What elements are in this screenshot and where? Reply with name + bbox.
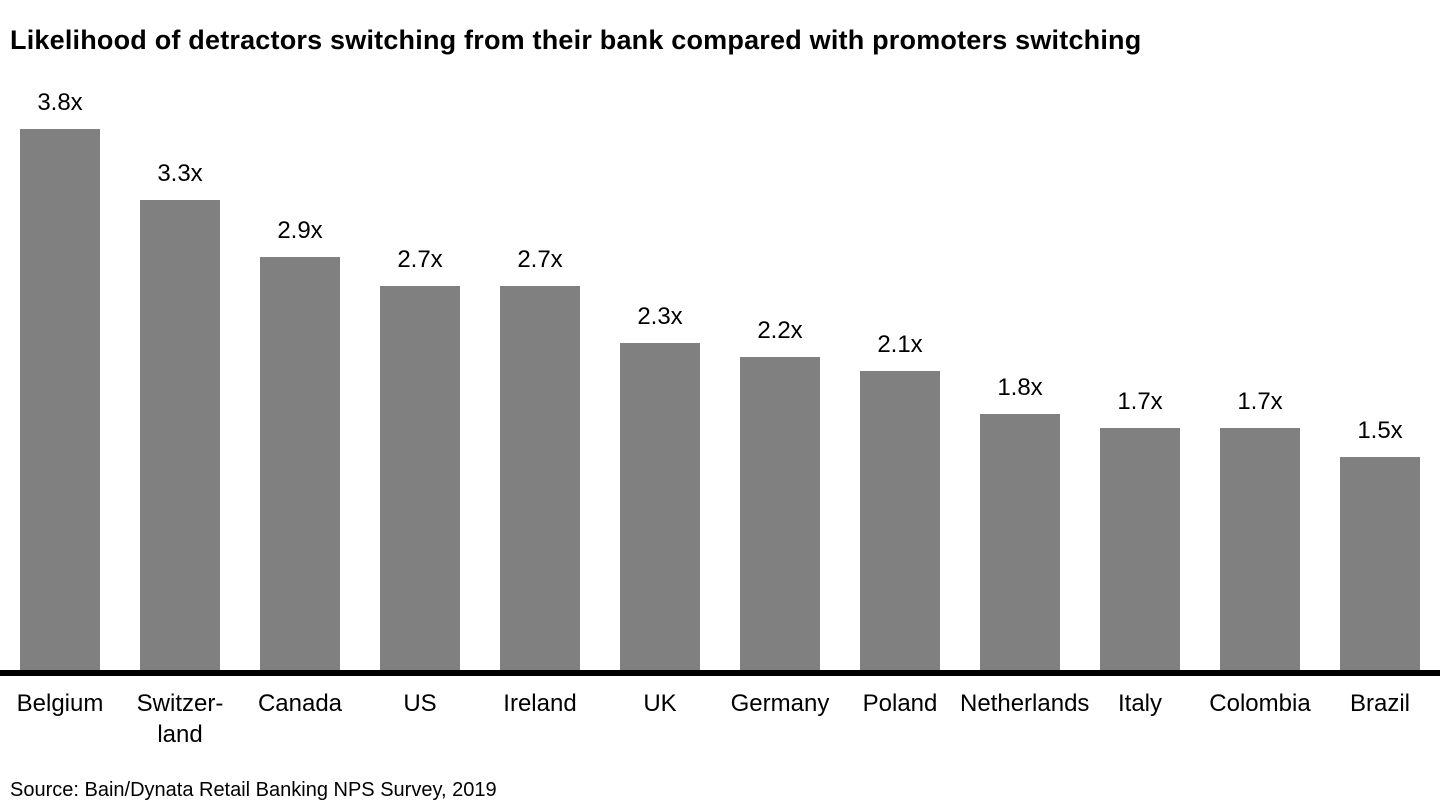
category-label: Netherlands bbox=[960, 690, 1090, 717]
bar bbox=[740, 357, 820, 670]
bar bbox=[1100, 428, 1180, 670]
bar-value-label: 2.7x bbox=[397, 246, 443, 273]
bar bbox=[140, 200, 220, 670]
bar-value-label: 1.7x bbox=[1237, 388, 1283, 415]
bar-column: 1.7x bbox=[1200, 389, 1320, 670]
bar bbox=[1220, 428, 1300, 670]
bar-value-label: 3.3x bbox=[157, 160, 203, 187]
bar-column: 2.9x bbox=[240, 218, 360, 670]
bar bbox=[260, 257, 340, 670]
bar-column: 1.7x bbox=[1080, 389, 1200, 670]
bar bbox=[860, 371, 940, 670]
bar bbox=[1340, 457, 1420, 670]
category-label: US bbox=[403, 690, 437, 717]
bar-column: 1.8x bbox=[960, 375, 1080, 670]
bar-value-label: 2.7x bbox=[517, 246, 563, 273]
bar-column: 2.7x bbox=[360, 247, 480, 670]
source-note: Source: Bain/Dynata Retail Banking NPS S… bbox=[10, 779, 497, 801]
bar-column: 2.3x bbox=[600, 304, 720, 670]
bar bbox=[620, 343, 700, 670]
category-label: Switzer- land bbox=[136, 690, 224, 748]
category-label: Germany bbox=[730, 690, 830, 717]
bar bbox=[20, 129, 100, 670]
bar bbox=[380, 286, 460, 670]
plot-area: 3.8x 3.3x 2.9x 2.7x 2.7x 2.3x 2.2x 2.1x 1.8x 1.7x… bbox=[0, 90, 1440, 670]
bar-column: 2.1x bbox=[840, 332, 960, 670]
bar-column: 1.5x bbox=[1320, 418, 1440, 670]
category-label: Belgium bbox=[16, 690, 104, 717]
category-label: UK bbox=[643, 690, 677, 717]
bar-value-label: 1.5x bbox=[1357, 417, 1403, 444]
bar-value-label: 1.7x bbox=[1117, 388, 1163, 415]
x-axis-baseline bbox=[0, 670, 1440, 676]
bar-column: 2.7x bbox=[480, 247, 600, 670]
bar bbox=[980, 414, 1060, 670]
category-label: Brazil bbox=[1349, 690, 1410, 717]
x-axis-labels: Belgium Switzer- land Canada US Ireland UK Ger… bbox=[0, 688, 1440, 750]
category-label: Canada bbox=[257, 690, 343, 717]
category-label: Poland bbox=[862, 690, 938, 717]
category-label: Colombia bbox=[1209, 690, 1311, 717]
category-label: Italy bbox=[1117, 690, 1162, 717]
bar-value-label: 1.8x bbox=[997, 374, 1043, 401]
bar-value-label: 3.8x bbox=[37, 89, 83, 116]
bar-value-label: 2.2x bbox=[757, 317, 803, 344]
bar bbox=[500, 286, 580, 670]
bar-value-label: 2.9x bbox=[277, 217, 323, 244]
bar-column: 2.2x bbox=[720, 318, 840, 670]
chart-title: Likelihood of detractors switching from … bbox=[10, 25, 1142, 56]
category-label: Ireland bbox=[503, 690, 577, 717]
bar-column: 3.3x bbox=[120, 161, 240, 670]
bar-column: 3.8x bbox=[0, 90, 120, 670]
bar-value-label: 2.1x bbox=[877, 331, 923, 358]
bar-value-label: 2.3x bbox=[637, 303, 683, 330]
